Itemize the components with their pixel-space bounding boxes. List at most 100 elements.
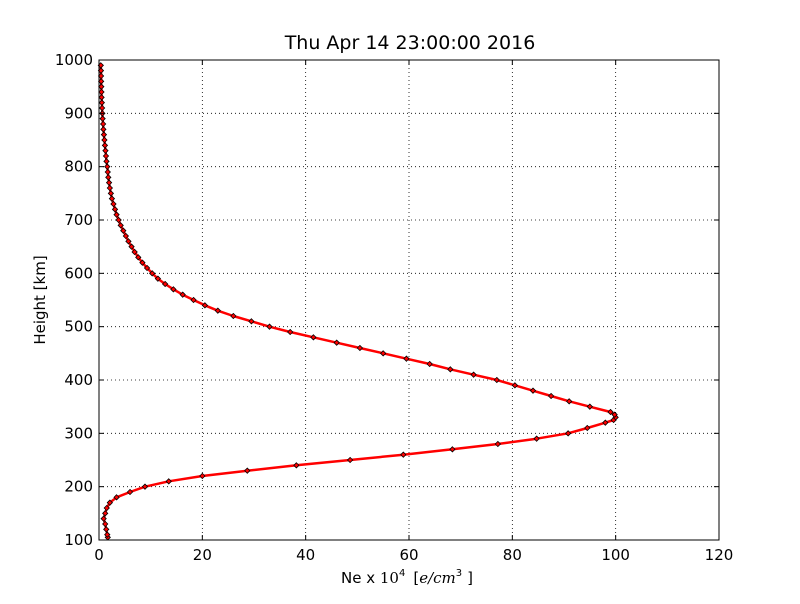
data-point xyxy=(103,158,110,165)
x-label-exp: 4 xyxy=(399,568,405,579)
data-point xyxy=(106,184,114,192)
series-ne-profile xyxy=(97,62,619,541)
data-point xyxy=(143,264,151,272)
data-point xyxy=(131,248,138,256)
data-point xyxy=(113,211,120,218)
y-tick-label: 700 xyxy=(64,211,93,229)
data-point xyxy=(426,360,433,368)
y-tick-label: 600 xyxy=(64,264,93,282)
data-point xyxy=(125,238,132,245)
x-label-prefix: Ne x xyxy=(341,569,380,587)
data-point xyxy=(100,515,107,522)
data-point xyxy=(98,104,106,112)
x-label-base: 10 xyxy=(380,569,399,587)
data-point xyxy=(533,435,540,442)
data-point xyxy=(494,440,502,448)
data-point xyxy=(566,398,573,405)
data-point xyxy=(564,430,572,437)
data-point xyxy=(117,222,124,229)
data-point xyxy=(103,526,110,533)
data-point xyxy=(244,467,251,474)
data-point xyxy=(248,318,255,325)
data-point xyxy=(165,478,172,485)
data-point xyxy=(98,94,105,101)
data-point xyxy=(98,83,105,90)
data-point xyxy=(511,382,519,389)
data-point xyxy=(102,152,110,160)
x-tick-label: 20 xyxy=(193,546,212,564)
data-point xyxy=(380,350,387,357)
data-point xyxy=(161,280,169,288)
x-tick-label: 60 xyxy=(399,546,418,564)
chart-title: Thu Apr 14 23:00:00 2016 xyxy=(284,32,536,54)
data-point xyxy=(108,195,116,202)
x-tick-label: 40 xyxy=(296,546,315,564)
ticks: 0 20 40 60 80 100 120 100 200 300 400 500 600 700 800 9… xyxy=(55,51,734,564)
data-point xyxy=(333,339,340,346)
data-point xyxy=(199,472,206,480)
y-tick-label: 1000 xyxy=(55,51,93,69)
data-point xyxy=(190,296,197,304)
data-point xyxy=(128,243,135,250)
data-point xyxy=(98,99,106,106)
data-point xyxy=(201,302,209,309)
data-point xyxy=(99,120,107,128)
data-point xyxy=(493,376,500,384)
x-tick-label: 80 xyxy=(503,546,522,564)
data-point xyxy=(102,510,109,517)
data-point xyxy=(447,366,454,373)
data-point xyxy=(135,254,142,261)
x-axis-label: Ne x 104 [e/cm3] xyxy=(341,568,473,587)
y-tick-label: 400 xyxy=(64,371,93,389)
y-tick-label: 900 xyxy=(64,104,93,122)
x-label-unit-open: [ xyxy=(413,569,419,587)
data-point xyxy=(107,190,115,197)
data-point xyxy=(607,408,614,416)
y-tick-label: 300 xyxy=(64,424,93,442)
data-point xyxy=(470,371,477,378)
data-point xyxy=(120,227,127,234)
x-tick-label: 0 xyxy=(94,546,104,564)
data-point xyxy=(230,312,237,320)
data-point xyxy=(214,307,221,314)
data-point xyxy=(602,419,609,426)
data-point xyxy=(584,424,591,432)
data-point xyxy=(103,504,110,512)
data-point xyxy=(287,328,294,336)
data-point xyxy=(104,531,111,538)
data-point xyxy=(104,168,111,176)
data-point xyxy=(356,344,364,352)
data-point xyxy=(547,392,555,400)
data-point xyxy=(179,291,186,298)
data-point xyxy=(115,216,122,224)
data-point xyxy=(102,147,109,154)
data-point xyxy=(110,200,117,208)
data-point xyxy=(403,355,410,362)
y-tick-label: 500 xyxy=(64,318,93,336)
data-point xyxy=(586,403,593,410)
data-point xyxy=(100,131,108,138)
data-point xyxy=(149,270,156,277)
data-point xyxy=(113,494,120,501)
data-point xyxy=(99,115,106,122)
y-axis-label: Height [km] xyxy=(31,255,49,344)
data-point xyxy=(102,520,109,528)
x-label-unit: e/cm xyxy=(419,569,456,587)
data-point xyxy=(122,232,130,240)
data-point xyxy=(139,259,146,266)
data-point xyxy=(105,174,112,181)
data-point xyxy=(111,206,119,213)
y-tick-label: 800 xyxy=(64,158,93,176)
y-tick-label: 100 xyxy=(64,531,93,549)
x-label-unit-close: ] xyxy=(467,569,473,587)
data-point xyxy=(126,488,134,496)
data-point xyxy=(101,142,109,149)
x-tick-label: 100 xyxy=(601,546,630,564)
data-point xyxy=(101,136,108,144)
y-tick-label: 200 xyxy=(64,478,93,496)
x-label-unit-exp: 3 xyxy=(456,568,462,579)
data-point xyxy=(310,334,317,341)
data-point xyxy=(141,483,149,490)
data-point xyxy=(170,286,177,293)
